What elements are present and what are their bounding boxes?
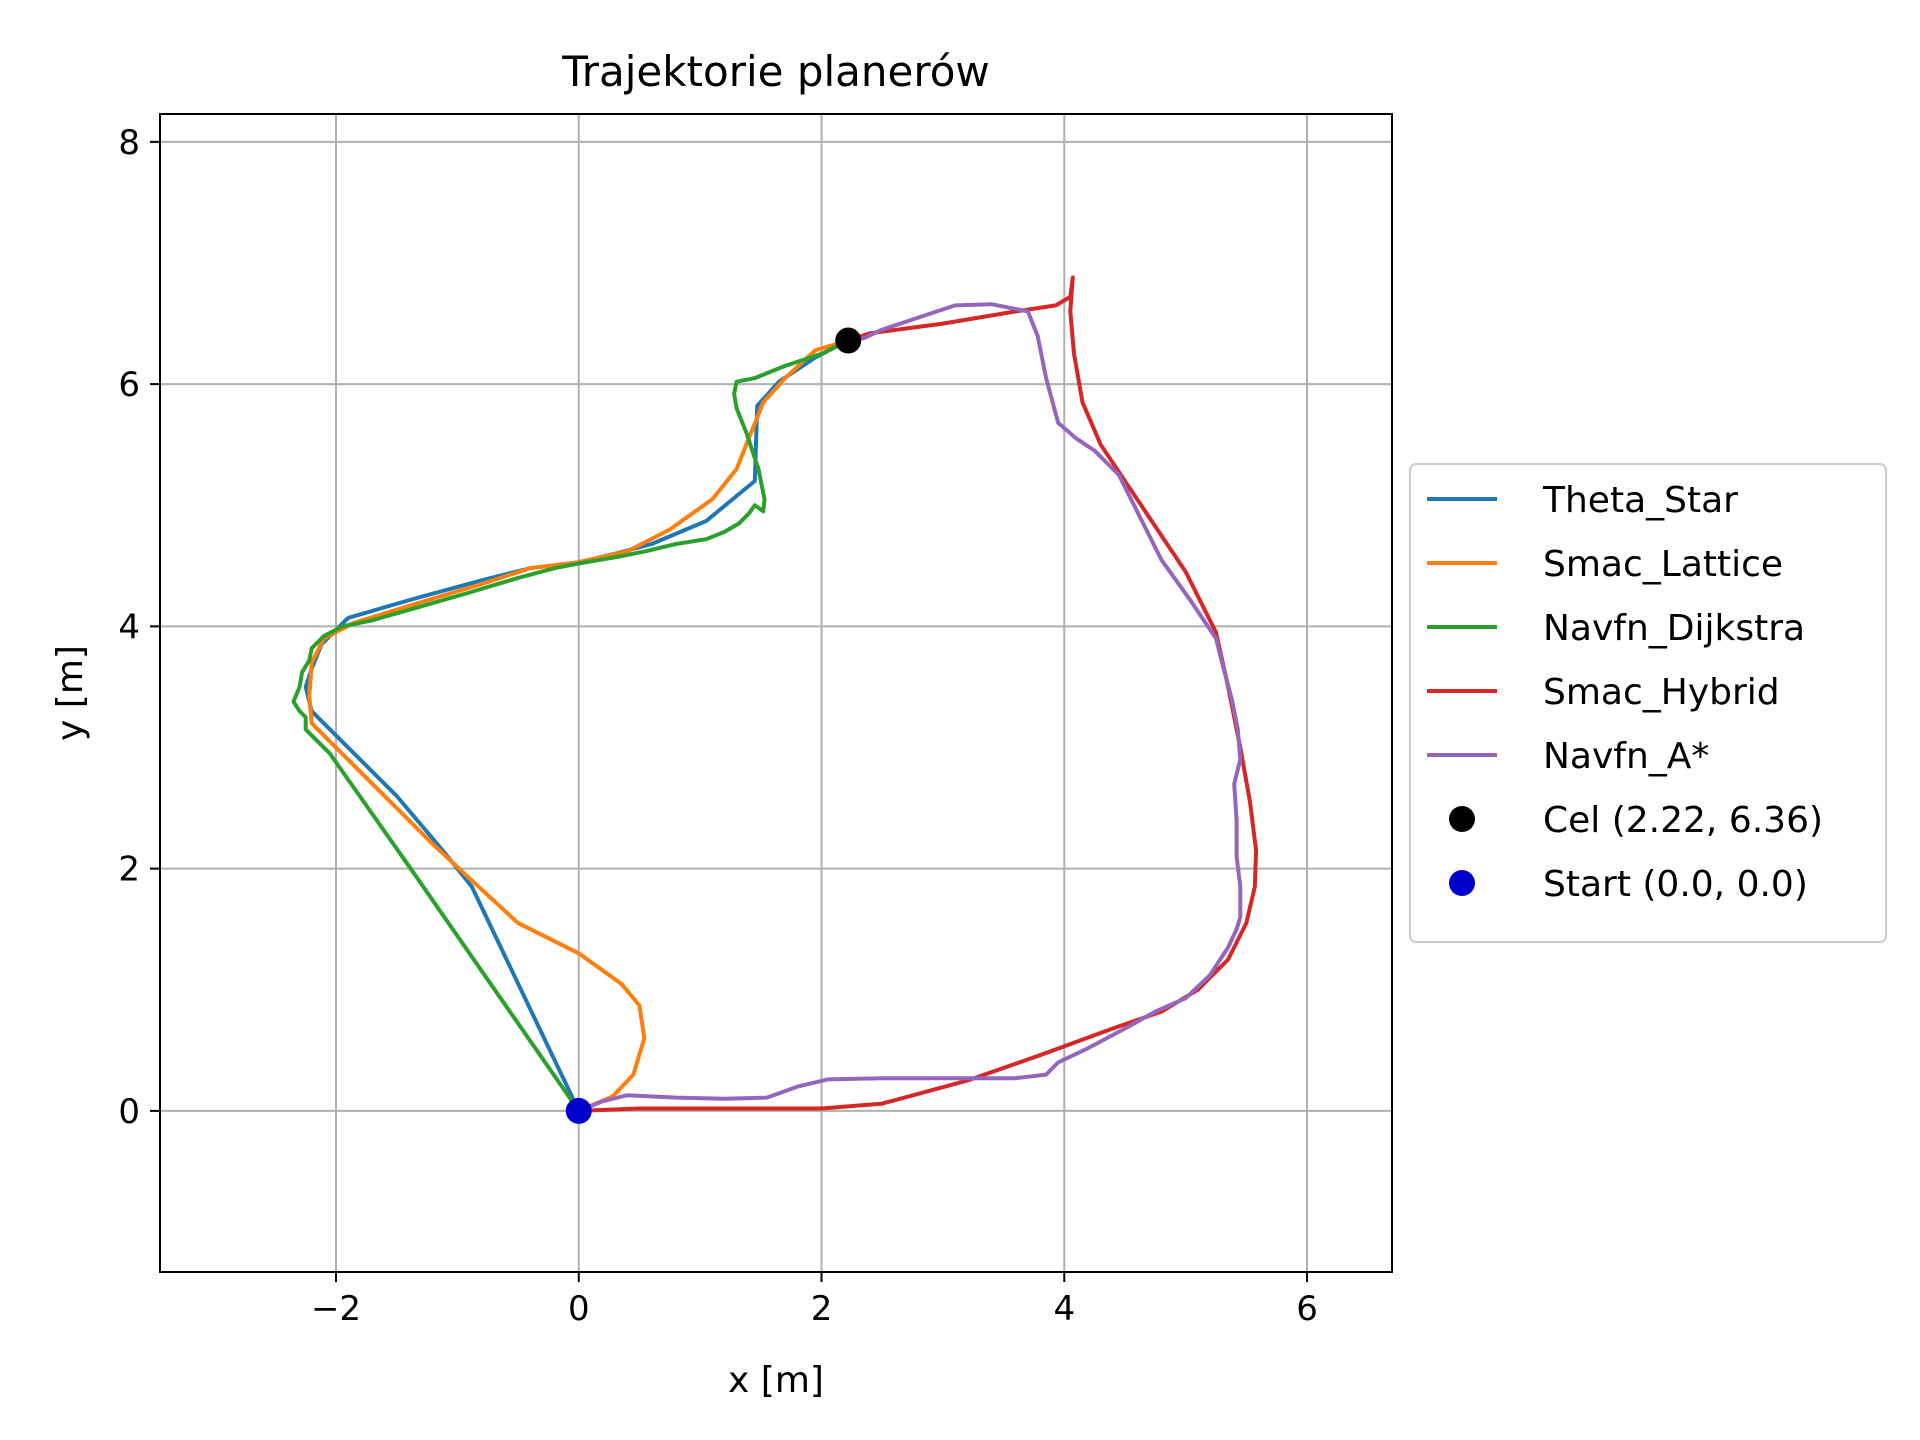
legend-entry-label: Smac_Lattice (1543, 544, 1783, 585)
legend-swatch-marker (1449, 870, 1475, 896)
legend: Theta_Star Smac_Lattice Navfn_Dijkstra Smac… (1409, 463, 1887, 943)
x-tick-label: −2 (311, 1289, 361, 1329)
legend-entry-label: Cel (2.22, 6.36) (1543, 800, 1823, 841)
chart-title: Trajektorie planerów (561, 47, 990, 96)
grid (160, 114, 1392, 1272)
axis-ticks: −2 0 2 4 6 0 2 4 6 8 (118, 123, 1317, 1329)
legend-swatch-marker (1449, 806, 1475, 832)
x-tick-label: 6 (1296, 1289, 1318, 1329)
marker-point-1 (565, 1097, 592, 1124)
y-tick-label: 2 (118, 850, 140, 890)
plot-lines (291, 275, 1259, 1113)
plot-frame (159, 113, 1393, 1273)
series-line-0 (303, 338, 851, 1113)
legend-entry-label: Navfn_A* (1543, 736, 1709, 777)
marker-point-0 (835, 327, 862, 354)
y-tick-label: 4 (118, 607, 140, 647)
y-tick-label: 0 (118, 1092, 140, 1132)
x-axis-label: x [m] (728, 1360, 824, 1401)
x-tick-label: 2 (811, 1289, 833, 1329)
legend-box (1409, 463, 1887, 943)
legend-entry-label: Navfn_Dijkstra (1543, 608, 1805, 649)
plot-markers (565, 327, 862, 1124)
y-tick-label: 8 (118, 123, 140, 163)
y-axis-label: y [m] (50, 645, 91, 741)
legend-entry-label: Smac_Hybrid (1543, 672, 1780, 713)
x-tick-label: 0 (568, 1289, 590, 1329)
legend-entry-label: Theta_Star (1542, 480, 1738, 521)
x-tick-label: 4 (1053, 1289, 1075, 1329)
series-line-4 (576, 302, 1243, 1113)
series-line-2 (291, 338, 851, 1113)
legend-entry-label: Start (0.0, 0.0) (1543, 864, 1808, 905)
y-tick-label: 6 (118, 365, 140, 405)
